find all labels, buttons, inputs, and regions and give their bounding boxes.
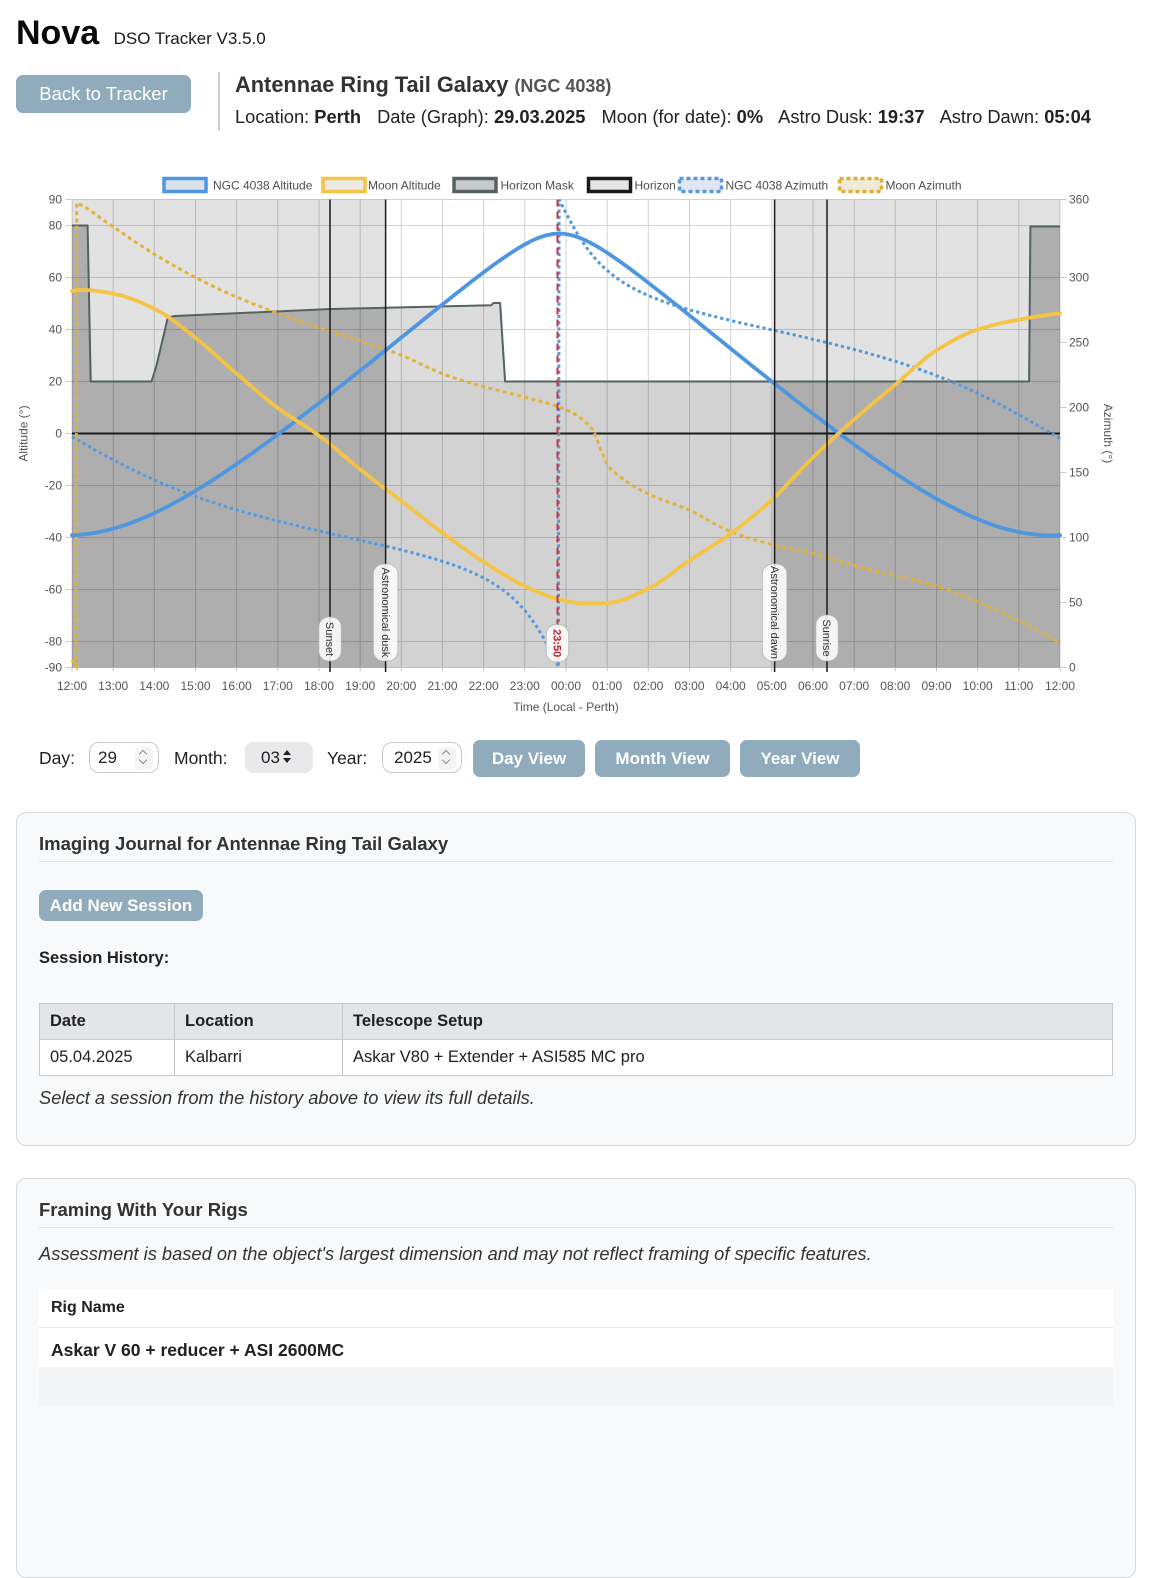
svg-text:17:00: 17:00 (263, 679, 293, 693)
svg-text:Sunset: Sunset (323, 622, 335, 656)
svg-text:01:00: 01:00 (592, 679, 622, 693)
svg-text:14:00: 14:00 (139, 679, 169, 693)
svg-text:07:00: 07:00 (839, 679, 869, 693)
svg-text:150: 150 (1069, 466, 1089, 480)
svg-text:50: 50 (1069, 596, 1083, 610)
svg-text:90: 90 (49, 193, 63, 207)
svg-text:60: 60 (49, 271, 63, 285)
svg-text:10:00: 10:00 (963, 679, 993, 693)
svg-text:23:50: 23:50 (551, 629, 563, 657)
svg-text:12:00: 12:00 (1045, 679, 1075, 693)
svg-text:-40: -40 (45, 531, 63, 545)
svg-text:16:00: 16:00 (222, 679, 252, 693)
svg-text:Moon Altitude: Moon Altitude (368, 179, 441, 193)
svg-text:Azimuth (°): Azimuth (°) (1101, 404, 1115, 463)
svg-text:0: 0 (1069, 661, 1076, 675)
svg-text:20: 20 (49, 375, 63, 389)
svg-text:-80: -80 (45, 635, 63, 649)
svg-text:11:00: 11:00 (1004, 679, 1033, 693)
svg-text:02:00: 02:00 (633, 679, 663, 693)
svg-text:15:00: 15:00 (180, 679, 210, 693)
svg-text:23:00: 23:00 (510, 679, 540, 693)
svg-text:NGC 4038 Altitude: NGC 4038 Altitude (213, 179, 313, 193)
svg-text:04:00: 04:00 (716, 679, 746, 693)
svg-text:Astronomical dusk: Astronomical dusk (379, 568, 391, 658)
svg-text:03:00: 03:00 (674, 679, 704, 693)
svg-text:00:00: 00:00 (551, 679, 581, 693)
svg-text:05:00: 05:00 (757, 679, 787, 693)
svg-text:250: 250 (1069, 336, 1089, 350)
svg-text:22:00: 22:00 (469, 679, 499, 693)
svg-text:300: 300 (1069, 271, 1089, 285)
svg-text:-60: -60 (45, 583, 63, 597)
svg-text:360: 360 (1069, 193, 1089, 207)
svg-text:-20: -20 (45, 479, 63, 493)
svg-text:Time (Local - Perth): Time (Local - Perth) (513, 700, 619, 714)
svg-text:Moon Azimuth: Moon Azimuth (886, 179, 962, 193)
svg-text:-90: -90 (45, 661, 63, 675)
svg-text:18:00: 18:00 (304, 679, 334, 693)
svg-text:12:00: 12:00 (57, 679, 87, 693)
svg-text:Astronomical dawn: Astronomical dawn (768, 566, 780, 659)
svg-text:100: 100 (1069, 531, 1089, 545)
svg-text:40: 40 (49, 323, 63, 337)
svg-text:200: 200 (1069, 401, 1089, 415)
svg-text:21:00: 21:00 (427, 679, 457, 693)
svg-text:06:00: 06:00 (798, 679, 828, 693)
svg-text:Altitude (°): Altitude (°) (17, 405, 31, 461)
svg-text:0: 0 (55, 427, 62, 441)
svg-text:20:00: 20:00 (386, 679, 416, 693)
svg-text:Horizon Mask: Horizon Mask (501, 179, 575, 193)
svg-text:NGC 4038 Azimuth: NGC 4038 Azimuth (726, 179, 829, 193)
svg-text:Sunrise: Sunrise (820, 619, 832, 656)
svg-text:19:00: 19:00 (345, 679, 375, 693)
svg-text:09:00: 09:00 (921, 679, 951, 693)
svg-text:Horizon: Horizon (635, 179, 676, 193)
svg-text:13:00: 13:00 (98, 679, 128, 693)
svg-text:08:00: 08:00 (880, 679, 910, 693)
svg-text:80: 80 (49, 219, 63, 233)
